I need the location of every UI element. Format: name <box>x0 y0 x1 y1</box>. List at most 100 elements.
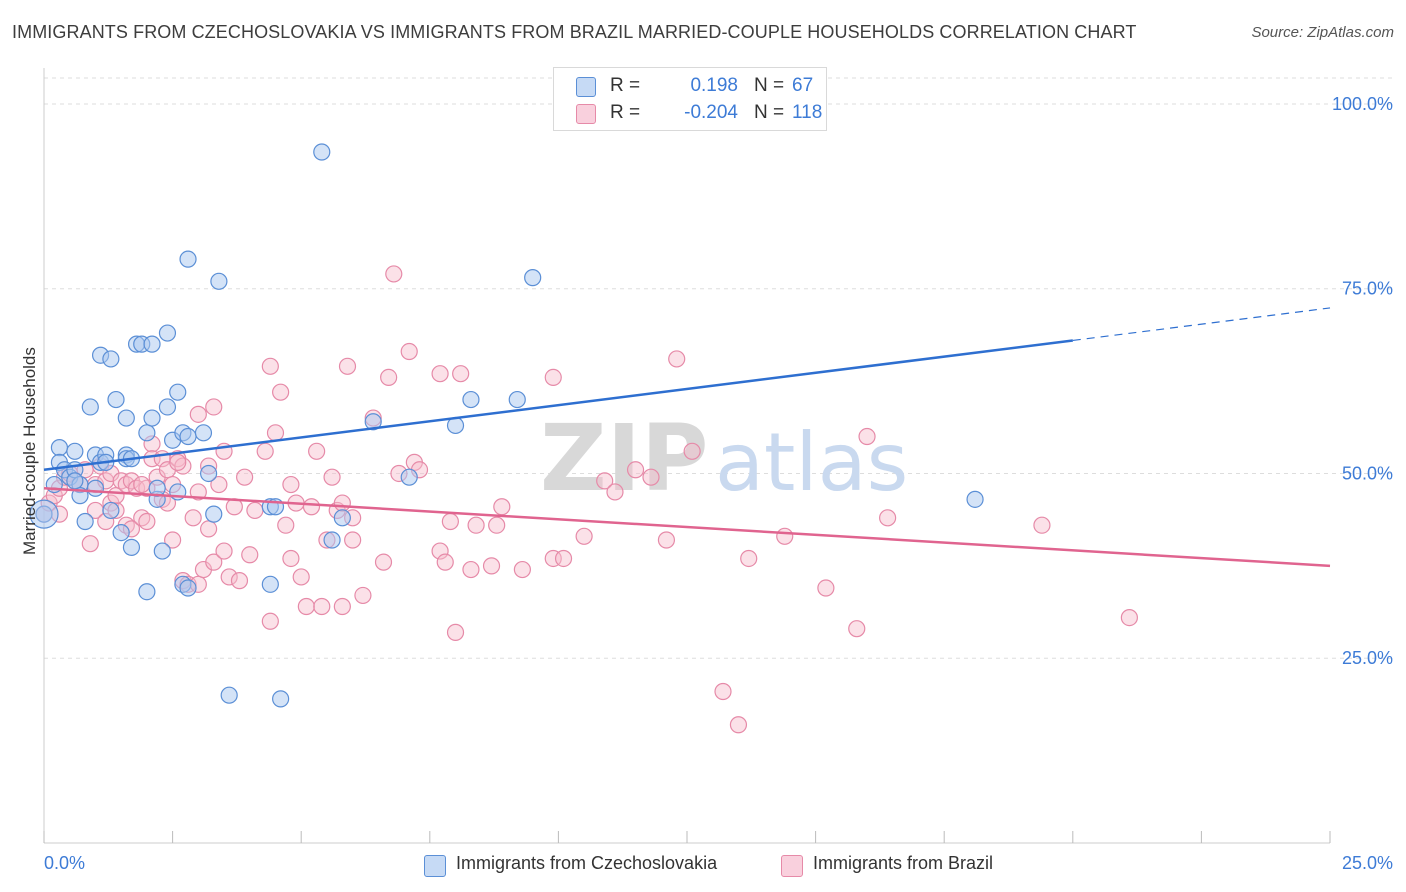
point-brazil <box>215 542 233 560</box>
point-brazil <box>431 542 449 560</box>
point-czechoslovakia <box>143 335 161 353</box>
point-brazil <box>879 509 897 527</box>
point-czechoslovakia <box>194 424 213 442</box>
point-brazil <box>642 468 660 486</box>
legend-swatch-blue <box>576 77 596 97</box>
point-brazil <box>488 516 506 534</box>
point-brazil <box>282 475 300 494</box>
point-brazil <box>292 568 310 586</box>
watermark-zip: ZIP <box>540 405 708 512</box>
point-czechoslovakia <box>81 398 99 416</box>
point-czechoslovakia <box>117 409 135 427</box>
point-czechoslovakia <box>179 579 197 597</box>
point-czechoslovakia <box>400 468 418 486</box>
point-brazil <box>333 597 351 616</box>
point-czechoslovakia <box>143 409 161 427</box>
y-tick-label: 75.0% <box>1342 279 1393 299</box>
point-brazil <box>668 350 686 368</box>
point-brazil <box>230 572 249 590</box>
point-brazil <box>184 509 202 527</box>
point-czechoslovakia <box>966 490 984 508</box>
point-czechoslovakia <box>86 479 105 497</box>
axes <box>43 68 1331 844</box>
point-brazil <box>431 365 449 383</box>
point-brazil <box>380 368 398 386</box>
series-czechoslovakia-points <box>29 95 984 708</box>
point-czechoslovakia <box>508 390 526 409</box>
point-czechoslovakia <box>153 542 171 560</box>
point-czechoslovakia <box>158 324 177 342</box>
point-brazil <box>169 453 187 471</box>
point-brazil <box>313 597 331 616</box>
point-brazil <box>626 461 645 479</box>
legend-swatch-pink <box>576 104 596 124</box>
point-brazil <box>462 560 480 579</box>
point-brazil <box>714 682 732 701</box>
legend-n-value: 118 <box>792 102 823 123</box>
point-brazil <box>606 483 624 501</box>
point-czechoslovakia <box>50 439 69 457</box>
point-brazil <box>200 520 218 538</box>
point-brazil <box>657 531 676 549</box>
point-brazil <box>596 472 614 490</box>
point-brazil <box>81 535 99 553</box>
point-czechoslovakia <box>179 427 197 446</box>
point-czechoslovakia <box>66 442 84 460</box>
point-brazil <box>1033 516 1051 534</box>
point-czechoslovakia <box>76 512 94 531</box>
point-brazil <box>441 512 459 531</box>
point-brazil <box>338 357 357 375</box>
trend-line-brazil <box>43 487 1331 568</box>
point-czechoslovakia <box>138 583 156 601</box>
legend-r-value: -0.204 <box>684 102 738 123</box>
point-czechoslovakia <box>200 464 218 483</box>
point-brazil <box>241 546 259 564</box>
legend-swatch-blue <box>424 855 446 877</box>
point-czechoslovakia <box>210 272 228 290</box>
point-brazil <box>683 442 701 460</box>
point-brazil <box>482 557 501 575</box>
point-brazil <box>323 468 341 486</box>
point-czechoslovakia <box>122 538 141 556</box>
point-czechoslovakia <box>138 424 156 442</box>
point-brazil <box>210 475 228 494</box>
point-brazil <box>308 442 326 460</box>
point-brazil <box>544 368 562 386</box>
point-brazil <box>374 553 393 571</box>
point-brazil <box>848 620 866 638</box>
legend-n-label: N = <box>754 102 785 123</box>
point-czechoslovakia <box>112 523 130 542</box>
legend-label-brazil: Immigrants from Brazil <box>813 853 994 873</box>
point-brazil <box>261 612 279 630</box>
tick-labels: 25.0% 50.0% 75.0% 100.0% 0.0% 25.0% <box>44 94 1393 873</box>
point-brazil <box>436 553 454 571</box>
point-czechoslovakia-cluster <box>29 499 59 529</box>
point-brazil <box>344 531 362 549</box>
point-czechoslovakia <box>220 686 238 704</box>
point-brazil <box>333 494 351 512</box>
point-brazil <box>493 498 511 516</box>
point-brazil <box>138 512 156 531</box>
legend-swatch-pink <box>781 855 803 877</box>
point-czechoslovakia <box>272 690 290 708</box>
point-brazil <box>858 427 876 446</box>
point-brazil <box>261 357 279 375</box>
source-credit: Source: ZipAtlas.com <box>1251 24 1394 41</box>
legend-n-value: 67 <box>792 75 814 96</box>
y-tick-label: 25.0% <box>1342 648 1393 668</box>
point-brazil <box>205 553 223 571</box>
legend-n-label: N = <box>754 75 785 96</box>
trend-lines <box>43 307 1331 568</box>
grid-lines <box>44 77 1392 659</box>
chart-title: IMMIGRANTS FROM CZECHOSLOVAKIA VS IMMIGR… <box>12 22 1137 42</box>
point-brazil <box>467 516 485 534</box>
y-axis-label: Married-couple Households <box>0 0 39 892</box>
point-brazil <box>776 527 794 545</box>
point-czechoslovakia <box>158 398 177 416</box>
point-czechoslovakia <box>462 390 480 409</box>
legend-r-label: R = <box>610 102 641 123</box>
point-brazil <box>246 501 264 520</box>
point-czechoslovakia <box>102 501 120 520</box>
point-brazil <box>452 365 470 383</box>
legend-r-value: 0.198 <box>690 75 738 96</box>
